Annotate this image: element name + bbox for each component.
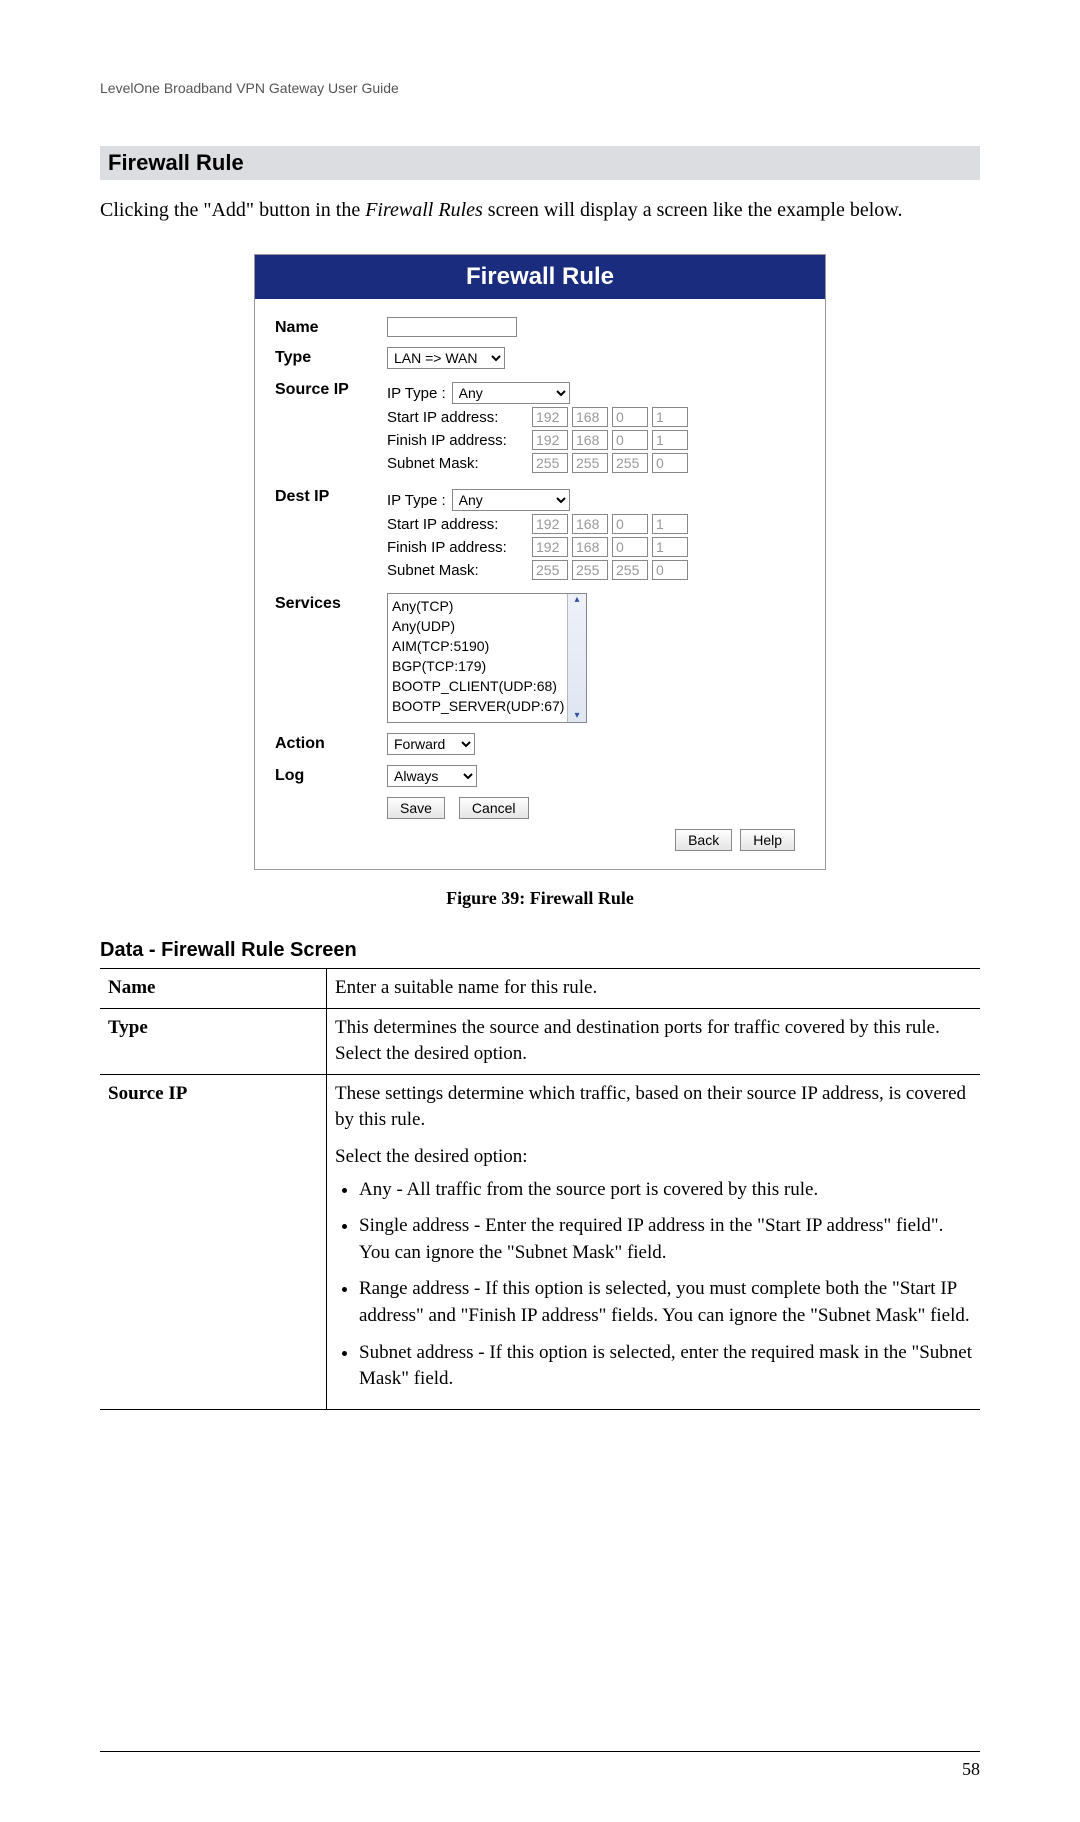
dst-start-ip-3[interactable] — [612, 514, 648, 534]
service-item[interactable]: Any(TCP) — [392, 596, 586, 616]
dst-start-ip-4[interactable] — [652, 514, 688, 534]
label-source-ip: Source IP — [275, 379, 387, 399]
src-start-ip-2[interactable] — [572, 407, 608, 427]
src-fin-ip-4[interactable] — [652, 430, 688, 450]
service-item[interactable]: BOOTP_SERVER(UDP:67) — [392, 696, 586, 716]
service-item[interactable]: BGP(TCP:179) — [392, 656, 586, 676]
source-ip-bullet: Range address - If this option is select… — [359, 1276, 972, 1329]
src-start-ip-3[interactable] — [612, 407, 648, 427]
intro-em: Firewall Rules — [365, 199, 483, 221]
services-scrollbar[interactable]: ▴ ▾ — [567, 594, 586, 722]
cancel-button[interactable]: Cancel — [459, 797, 529, 819]
name-input[interactable] — [387, 317, 517, 337]
source-iptype-label: IP Type : — [387, 385, 452, 402]
log-select[interactable]: Always — [387, 765, 477, 787]
src-mask-4[interactable] — [652, 453, 688, 473]
dst-start-ip-2[interactable] — [572, 514, 608, 534]
source-ip-bullet: Single address - Enter the required IP a… — [359, 1213, 972, 1266]
dest-finish-ip-label: Finish IP address: — [387, 539, 532, 556]
dst-mask-3[interactable] — [612, 560, 648, 580]
firewall-rule-screenshot: Firewall Rule Name Type LAN => WAN Sourc… — [254, 254, 826, 870]
dest-subnet-label: Subnet Mask: — [387, 562, 532, 579]
dst-fin-ip-4[interactable] — [652, 537, 688, 557]
label-type: Type — [275, 347, 387, 367]
table-key: Name — [100, 969, 327, 1009]
dst-mask-4[interactable] — [652, 560, 688, 580]
subsection-title: Data - Firewall Rule Screen — [100, 939, 980, 962]
service-item[interactable]: AIM(TCP:5190) — [392, 636, 586, 656]
src-fin-ip-1[interactable] — [532, 430, 568, 450]
action-select[interactable]: Forward — [387, 733, 475, 755]
services-listbox[interactable]: Any(TCP) Any(UDP) AIM(TCP:5190) BGP(TCP:… — [387, 593, 587, 723]
scroll-down-icon[interactable]: ▾ — [571, 710, 583, 722]
dst-mask-1[interactable] — [532, 560, 568, 580]
table-value: These settings determine which traffic, … — [327, 1074, 981, 1409]
intro-paragraph: Clicking the "Add" button in the Firewal… — [100, 196, 980, 224]
source-ip-intro2: Select the desired option: — [335, 1144, 972, 1171]
table-value: This determines the source and destinati… — [327, 1008, 981, 1074]
source-ip-bullet: Any - All traffic from the source port i… — [359, 1177, 972, 1204]
footer-rule — [100, 1751, 980, 1752]
page-number: 58 — [962, 1759, 980, 1780]
help-button[interactable]: Help — [740, 829, 795, 851]
src-fin-ip-2[interactable] — [572, 430, 608, 450]
source-subnet-label: Subnet Mask: — [387, 455, 532, 472]
doc-header: LevelOne Broadband VPN Gateway User Guid… — [100, 80, 980, 96]
label-name: Name — [275, 317, 387, 337]
dest-iptype-label: IP Type : — [387, 492, 452, 509]
source-ip-bullet: Subnet address - If this option is selec… — [359, 1340, 972, 1393]
src-start-ip-1[interactable] — [532, 407, 568, 427]
label-action: Action — [275, 733, 387, 753]
label-dest-ip: Dest IP — [275, 486, 387, 506]
table-key: Type — [100, 1008, 327, 1074]
save-button[interactable]: Save — [387, 797, 445, 819]
dest-start-ip-label: Start IP address: — [387, 516, 532, 533]
back-button[interactable]: Back — [675, 829, 732, 851]
dst-mask-2[interactable] — [572, 560, 608, 580]
src-fin-ip-3[interactable] — [612, 430, 648, 450]
figure-caption: Figure 39: Firewall Rule — [100, 888, 980, 909]
dst-fin-ip-1[interactable] — [532, 537, 568, 557]
src-mask-3[interactable] — [612, 453, 648, 473]
table-row: Source IP These settings determine which… — [100, 1074, 980, 1409]
table-row: Type This determines the source and dest… — [100, 1008, 980, 1074]
label-log: Log — [275, 765, 387, 785]
type-select[interactable]: LAN => WAN — [387, 347, 505, 369]
source-iptype-select[interactable]: Any — [452, 382, 570, 404]
source-start-ip-label: Start IP address: — [387, 409, 532, 426]
src-start-ip-4[interactable] — [652, 407, 688, 427]
section-title: Firewall Rule — [100, 146, 980, 180]
service-item[interactable]: BOOTP_CLIENT(UDP:68) — [392, 676, 586, 696]
table-key: Source IP — [100, 1074, 327, 1409]
dest-iptype-select[interactable]: Any — [452, 489, 570, 511]
scroll-up-icon[interactable]: ▴ — [571, 594, 583, 606]
src-mask-2[interactable] — [572, 453, 608, 473]
service-item[interactable]: Any(UDP) — [392, 616, 586, 636]
src-mask-1[interactable] — [532, 453, 568, 473]
dst-start-ip-1[interactable] — [532, 514, 568, 534]
source-ip-intro1: These settings determine which traffic, … — [335, 1081, 972, 1134]
intro-text-pre: Clicking the "Add" button in the — [100, 199, 365, 221]
source-finish-ip-label: Finish IP address: — [387, 432, 532, 449]
label-services: Services — [275, 593, 387, 613]
table-value: Enter a suitable name for this rule. — [327, 969, 981, 1009]
table-row: Name Enter a suitable name for this rule… — [100, 969, 980, 1009]
dialog-title: Firewall Rule — [255, 255, 825, 299]
dst-fin-ip-3[interactable] — [612, 537, 648, 557]
data-table: Name Enter a suitable name for this rule… — [100, 968, 980, 1410]
dst-fin-ip-2[interactable] — [572, 537, 608, 557]
intro-text-post: screen will display a screen like the ex… — [483, 199, 903, 221]
